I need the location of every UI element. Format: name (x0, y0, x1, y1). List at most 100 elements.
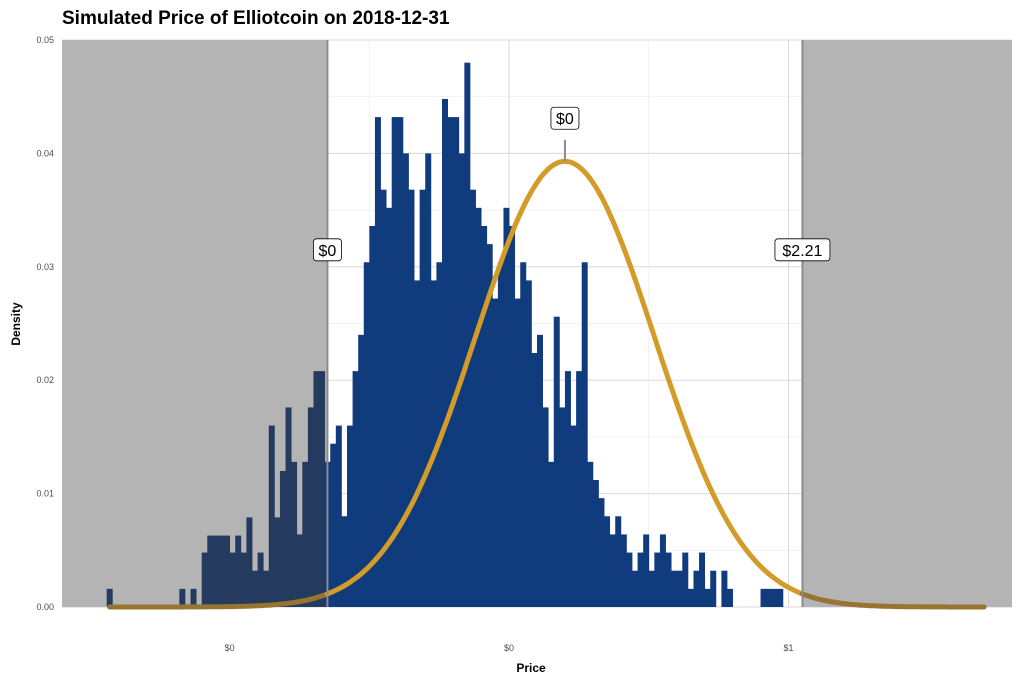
histogram-bar (279, 470, 286, 607)
histogram-bar (313, 371, 320, 607)
histogram-bar (704, 588, 711, 607)
histogram-bar (531, 352, 538, 607)
histogram-bar (520, 262, 527, 607)
histogram-bar (347, 425, 353, 607)
annotation-text: $0 (556, 111, 574, 128)
y-axis-ticks: 0.00 0.01 0.02 0.03 0.04 0.05 (36, 35, 54, 612)
histogram-bar (201, 552, 208, 607)
histogram-bar (721, 570, 728, 607)
histogram-bar (207, 535, 214, 607)
histogram-bar (525, 280, 532, 607)
histogram-bar (190, 588, 197, 607)
histogram-bar (363, 262, 370, 607)
histogram-bar (442, 98, 448, 607)
histogram-bar (576, 371, 583, 607)
histogram-bar (671, 570, 678, 607)
histogram-bar (274, 517, 281, 607)
histogram-bar (620, 534, 627, 607)
histogram-bar (615, 516, 622, 607)
histogram-bar (492, 298, 499, 607)
y-tick-label: 0.03 (36, 262, 54, 272)
histogram-bar (771, 588, 778, 607)
histogram-bar (503, 207, 510, 607)
y-tick-label: 0.01 (36, 489, 54, 499)
histogram-bar (481, 225, 488, 607)
histogram-bar (687, 588, 694, 607)
histogram-bar (537, 334, 543, 607)
histogram-bar (777, 588, 784, 607)
y-axis-title: Density (9, 302, 23, 346)
y-tick-label: 0.04 (36, 148, 54, 158)
histogram-bar (179, 588, 186, 607)
histogram-bar (335, 425, 342, 607)
x-tick-label: $1 (783, 643, 793, 653)
histogram-bar (263, 570, 270, 607)
histogram-bar (224, 535, 231, 607)
histogram-bar (475, 207, 482, 607)
chart-title: Simulated Price of Elliotcoin on 2018-12… (62, 8, 450, 29)
histogram-bar (369, 225, 376, 607)
histogram-bar (397, 117, 404, 607)
density-curve-upper-tail (799, 591, 987, 610)
histogram-bar (307, 407, 314, 607)
annotations: $0 $0 $2.21 (313, 106, 831, 262)
histogram-bar (240, 552, 247, 607)
shade-overlay (326, 40, 804, 607)
histogram-bar (302, 461, 309, 607)
histogram-bar (592, 479, 599, 607)
histogram-bar (402, 153, 409, 607)
histogram-bar (514, 298, 521, 607)
histogram-bar (604, 516, 611, 607)
histogram-bar (352, 371, 359, 607)
annotation-box (313, 238, 342, 262)
histogram-bar (391, 117, 398, 607)
histogram-bar (497, 262, 504, 607)
histogram-bar (564, 371, 571, 607)
histogram-bar (598, 498, 605, 607)
y-tick-label: 0.05 (36, 35, 54, 45)
histogram-bar (229, 552, 236, 607)
histogram-bar (570, 425, 577, 607)
x-tick-label: $0 (225, 643, 235, 653)
histogram-bar (380, 189, 387, 608)
shaded-regions (62, 40, 1012, 607)
histogram-bar (654, 552, 661, 607)
histogram-bar (766, 588, 773, 607)
annotation-label: $0 (313, 238, 342, 262)
histogram-bar (509, 225, 516, 607)
histogram-bar (374, 117, 381, 607)
histogram-bar (469, 189, 476, 608)
histogram-bar (453, 117, 460, 607)
histogram-bar (235, 535, 242, 607)
histogram-bar (218, 535, 225, 607)
histogram-bar (268, 425, 275, 607)
histogram-bar (257, 552, 264, 607)
histogram-bar (760, 588, 767, 607)
histogram-bar (386, 207, 393, 607)
histogram-bar (643, 534, 650, 607)
x-axis-ticks: $0 $0 $1 (225, 643, 794, 653)
histogram-bar (464, 62, 471, 608)
histogram-bar (632, 570, 638, 607)
histogram-bar (676, 570, 683, 607)
x-axis-title: Price (516, 661, 546, 675)
y-tick-label: 0.02 (36, 375, 54, 385)
histogram-bar (408, 189, 415, 608)
histogram-bar (246, 517, 253, 607)
histogram-bar (659, 534, 666, 607)
histogram-bar (212, 535, 219, 607)
histogram-bar (252, 570, 258, 607)
annotation-text: $2.21 (782, 243, 822, 260)
histogram-bar (548, 461, 555, 607)
x-tick-label: $0 (504, 643, 514, 653)
histogram-bar (319, 371, 326, 607)
histogram-bar (637, 552, 644, 607)
histogram-bar (106, 588, 113, 607)
histogram-bar (710, 570, 717, 607)
histogram-bar (330, 443, 337, 607)
histogram-bar (626, 552, 633, 607)
histogram-bar (430, 280, 437, 607)
annotation-label: $0 (550, 106, 580, 130)
histogram-bar (358, 334, 365, 607)
